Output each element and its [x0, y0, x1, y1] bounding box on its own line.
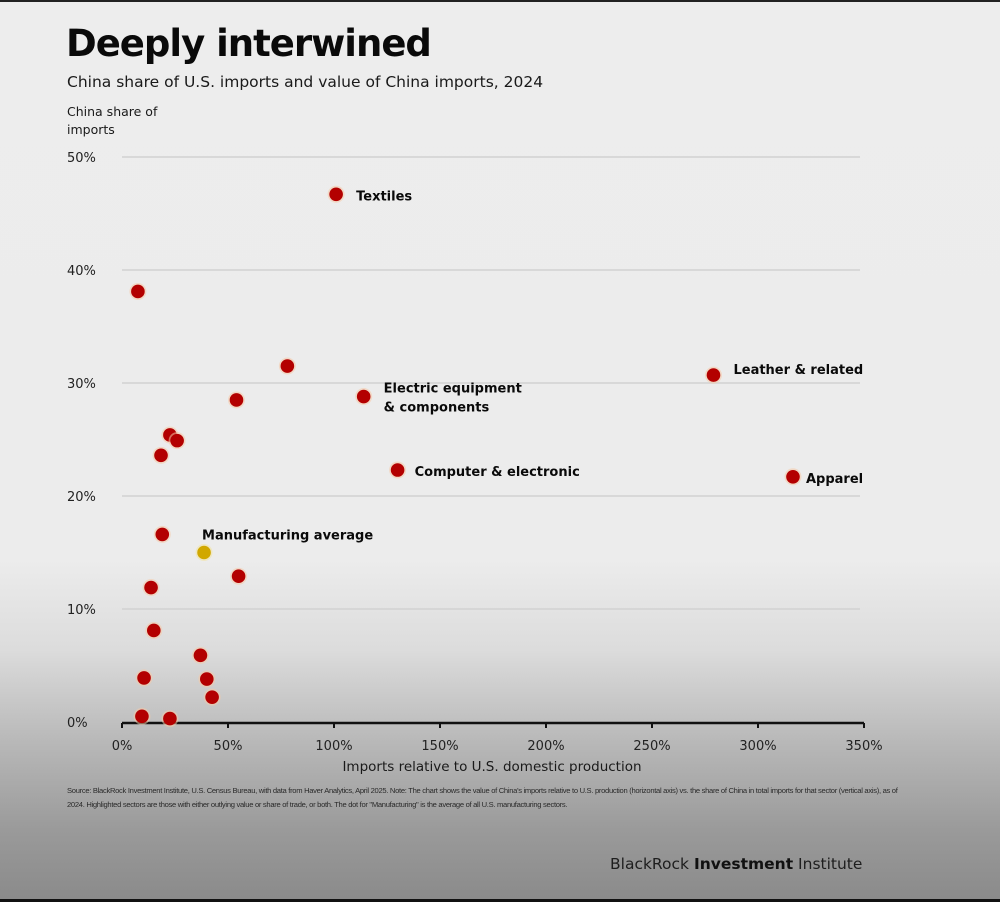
- data-point-manufacturing-average: [197, 545, 211, 560]
- x-tick-label: 250%: [633, 739, 670, 754]
- x-tick-label: 200%: [527, 739, 564, 754]
- point-label-line: Computer & electronic: [415, 465, 580, 480]
- data-point: [280, 359, 295, 373]
- point-label: Textiles: [356, 189, 412, 204]
- point-label-line: Apparel: [806, 472, 863, 487]
- data-point-computer-electronic: [390, 463, 405, 477]
- data-point: [137, 671, 151, 685]
- data-point: [231, 569, 246, 584]
- source-note: Source: BlackRock Investment Institute, …: [67, 786, 898, 809]
- point-label: Computer & electronic: [415, 465, 580, 480]
- data-point-apparel: [786, 469, 800, 484]
- data-point: [144, 580, 158, 595]
- x-tick-label: 150%: [421, 739, 458, 754]
- point-label: Leather & related: [733, 363, 863, 378]
- point-label-line: Textiles: [356, 189, 412, 204]
- brand-name-suffix: Institute: [798, 855, 863, 873]
- data-point-leather-related: [706, 368, 721, 382]
- brand-logo: BlackRock Investment Institute: [610, 855, 862, 873]
- y-tick-label: 30%: [67, 377, 96, 392]
- point-label-line: Manufacturing average: [202, 529, 373, 544]
- data-point: [154, 448, 168, 463]
- data-point: [200, 672, 214, 686]
- y-axis-ticks: 0% 10% 20% 30% 40% 50%: [67, 151, 96, 731]
- point-label: Manufacturing average: [202, 529, 373, 544]
- point-label-line: Electric equipment: [384, 382, 522, 397]
- x-tick-label: 350%: [845, 739, 882, 754]
- point-label: Electric equipment & components: [384, 382, 522, 416]
- point-label-line: & components: [384, 401, 490, 416]
- x-tick-label: 100%: [315, 739, 352, 754]
- y-tick-label: 50%: [67, 151, 96, 166]
- data-point: [135, 709, 149, 724]
- data-points: [129, 185, 802, 728]
- data-point: [170, 433, 184, 448]
- chart-subtitle: China share of U.S. imports and value of…: [67, 73, 544, 91]
- data-point: [163, 711, 177, 726]
- data-point-textiles: [329, 187, 343, 202]
- data-point: [229, 393, 244, 407]
- y-tick-label: 0%: [67, 716, 88, 731]
- gridlines: [122, 156, 860, 610]
- y-tick-label: 10%: [67, 603, 96, 618]
- brand-name: BlackRock: [610, 855, 689, 873]
- x-tick-label: 0%: [112, 739, 133, 754]
- y-axis-title-line2: imports: [67, 122, 115, 137]
- x-axis: 0% 50% 100% 150% 200% 250% 300% 350%: [112, 721, 883, 754]
- bottom-edge: [0, 899, 1000, 902]
- y-axis-title-line1: China share of: [67, 104, 158, 119]
- brand-name-bold: Investment: [693, 855, 794, 873]
- y-axis-title: China share of imports: [67, 103, 207, 139]
- point-label-line: Leather & related: [733, 363, 863, 378]
- data-point: [193, 648, 208, 663]
- data-point: [155, 527, 170, 542]
- x-tick-label: 300%: [739, 739, 776, 754]
- x-tick-label: 50%: [214, 739, 243, 754]
- data-point: [131, 284, 145, 299]
- data-point-electric-equipment-components: [356, 389, 371, 404]
- x-axis-title: Imports relative to U.S. domestic produc…: [342, 759, 641, 775]
- point-label: Apparel: [806, 472, 863, 487]
- y-tick-label: 40%: [67, 264, 96, 279]
- point-labels: Textiles Leather & related Electric equipm…: [202, 189, 863, 543]
- y-tick-label: 20%: [67, 490, 96, 505]
- top-edge: [0, 0, 1000, 2]
- chart-title: Deeply interwined: [66, 22, 432, 65]
- data-point: [205, 690, 219, 704]
- data-point: [147, 623, 161, 638]
